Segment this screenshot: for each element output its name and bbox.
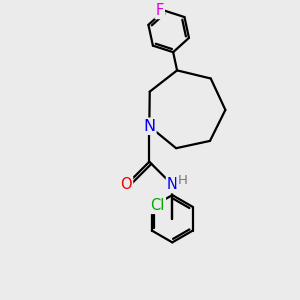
Text: O: O (121, 177, 132, 192)
Text: N: N (167, 177, 178, 192)
Text: Cl: Cl (151, 198, 165, 213)
Text: H: H (178, 174, 188, 187)
Text: N: N (143, 119, 155, 134)
Text: F: F (156, 3, 164, 18)
